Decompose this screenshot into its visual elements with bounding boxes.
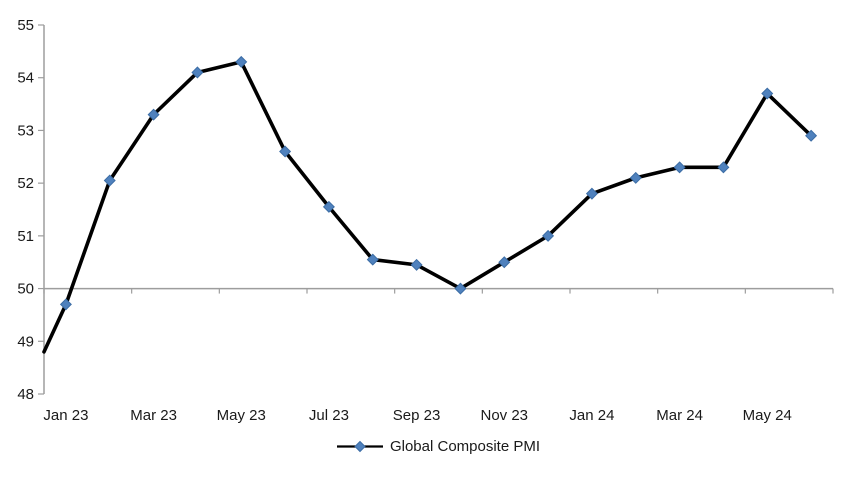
- x-axis-tick-label: Mar 24: [656, 407, 703, 424]
- data-point-marker: [717, 161, 730, 174]
- y-axis-tick-label: 49: [17, 333, 34, 350]
- data-point-marker: [410, 258, 423, 271]
- y-axis-tick-label: 50: [17, 281, 34, 298]
- x-axis-tick-label: Jan 23: [43, 407, 88, 424]
- y-axis-tick-label: 55: [17, 17, 34, 34]
- legend-line-diamond-icon: [336, 440, 383, 453]
- data-point-marker: [454, 282, 467, 295]
- data-point-marker: [498, 256, 511, 269]
- x-axis-tick-label: Jul 23: [309, 407, 349, 424]
- legend-label: Global Composite PMI: [389, 438, 541, 455]
- data-point-marker: [585, 187, 598, 200]
- legend-diamond-icon: [354, 440, 366, 453]
- x-axis-tick-label: Sep 23: [393, 407, 441, 424]
- legend: Global Composite PMI: [44, 438, 833, 455]
- x-axis-tick-label: Jan 24: [569, 407, 614, 424]
- x-axis-tick-label: Nov 23: [480, 407, 528, 424]
- data-point-marker: [366, 253, 379, 266]
- x-axis-tick-label: May 24: [743, 407, 792, 424]
- data-point-marker: [805, 129, 818, 142]
- data-point-marker: [761, 87, 774, 100]
- data-point-marker: [235, 55, 248, 68]
- data-point-marker: [673, 161, 686, 174]
- x-axis-tick-label: May 23: [217, 407, 266, 424]
- y-axis-tick-label: 48: [17, 386, 34, 403]
- y-axis-tick-label: 53: [17, 122, 34, 139]
- x-axis-tick-label: Mar 23: [130, 407, 177, 424]
- data-point-marker: [542, 229, 555, 242]
- data-point-marker: [191, 66, 204, 79]
- data-point-marker: [147, 108, 160, 121]
- data-point-marker: [629, 171, 642, 184]
- data-point-marker: [279, 145, 292, 158]
- data-point-marker: [103, 174, 116, 187]
- pmi-series-line: [42, 60, 813, 354]
- y-axis-tick-label: 52: [17, 175, 34, 192]
- y-axis-tick-label: 51: [17, 228, 34, 245]
- y-axis-tick-label: 54: [17, 70, 34, 87]
- data-point-marker: [59, 298, 72, 311]
- data-point-marker: [322, 200, 335, 213]
